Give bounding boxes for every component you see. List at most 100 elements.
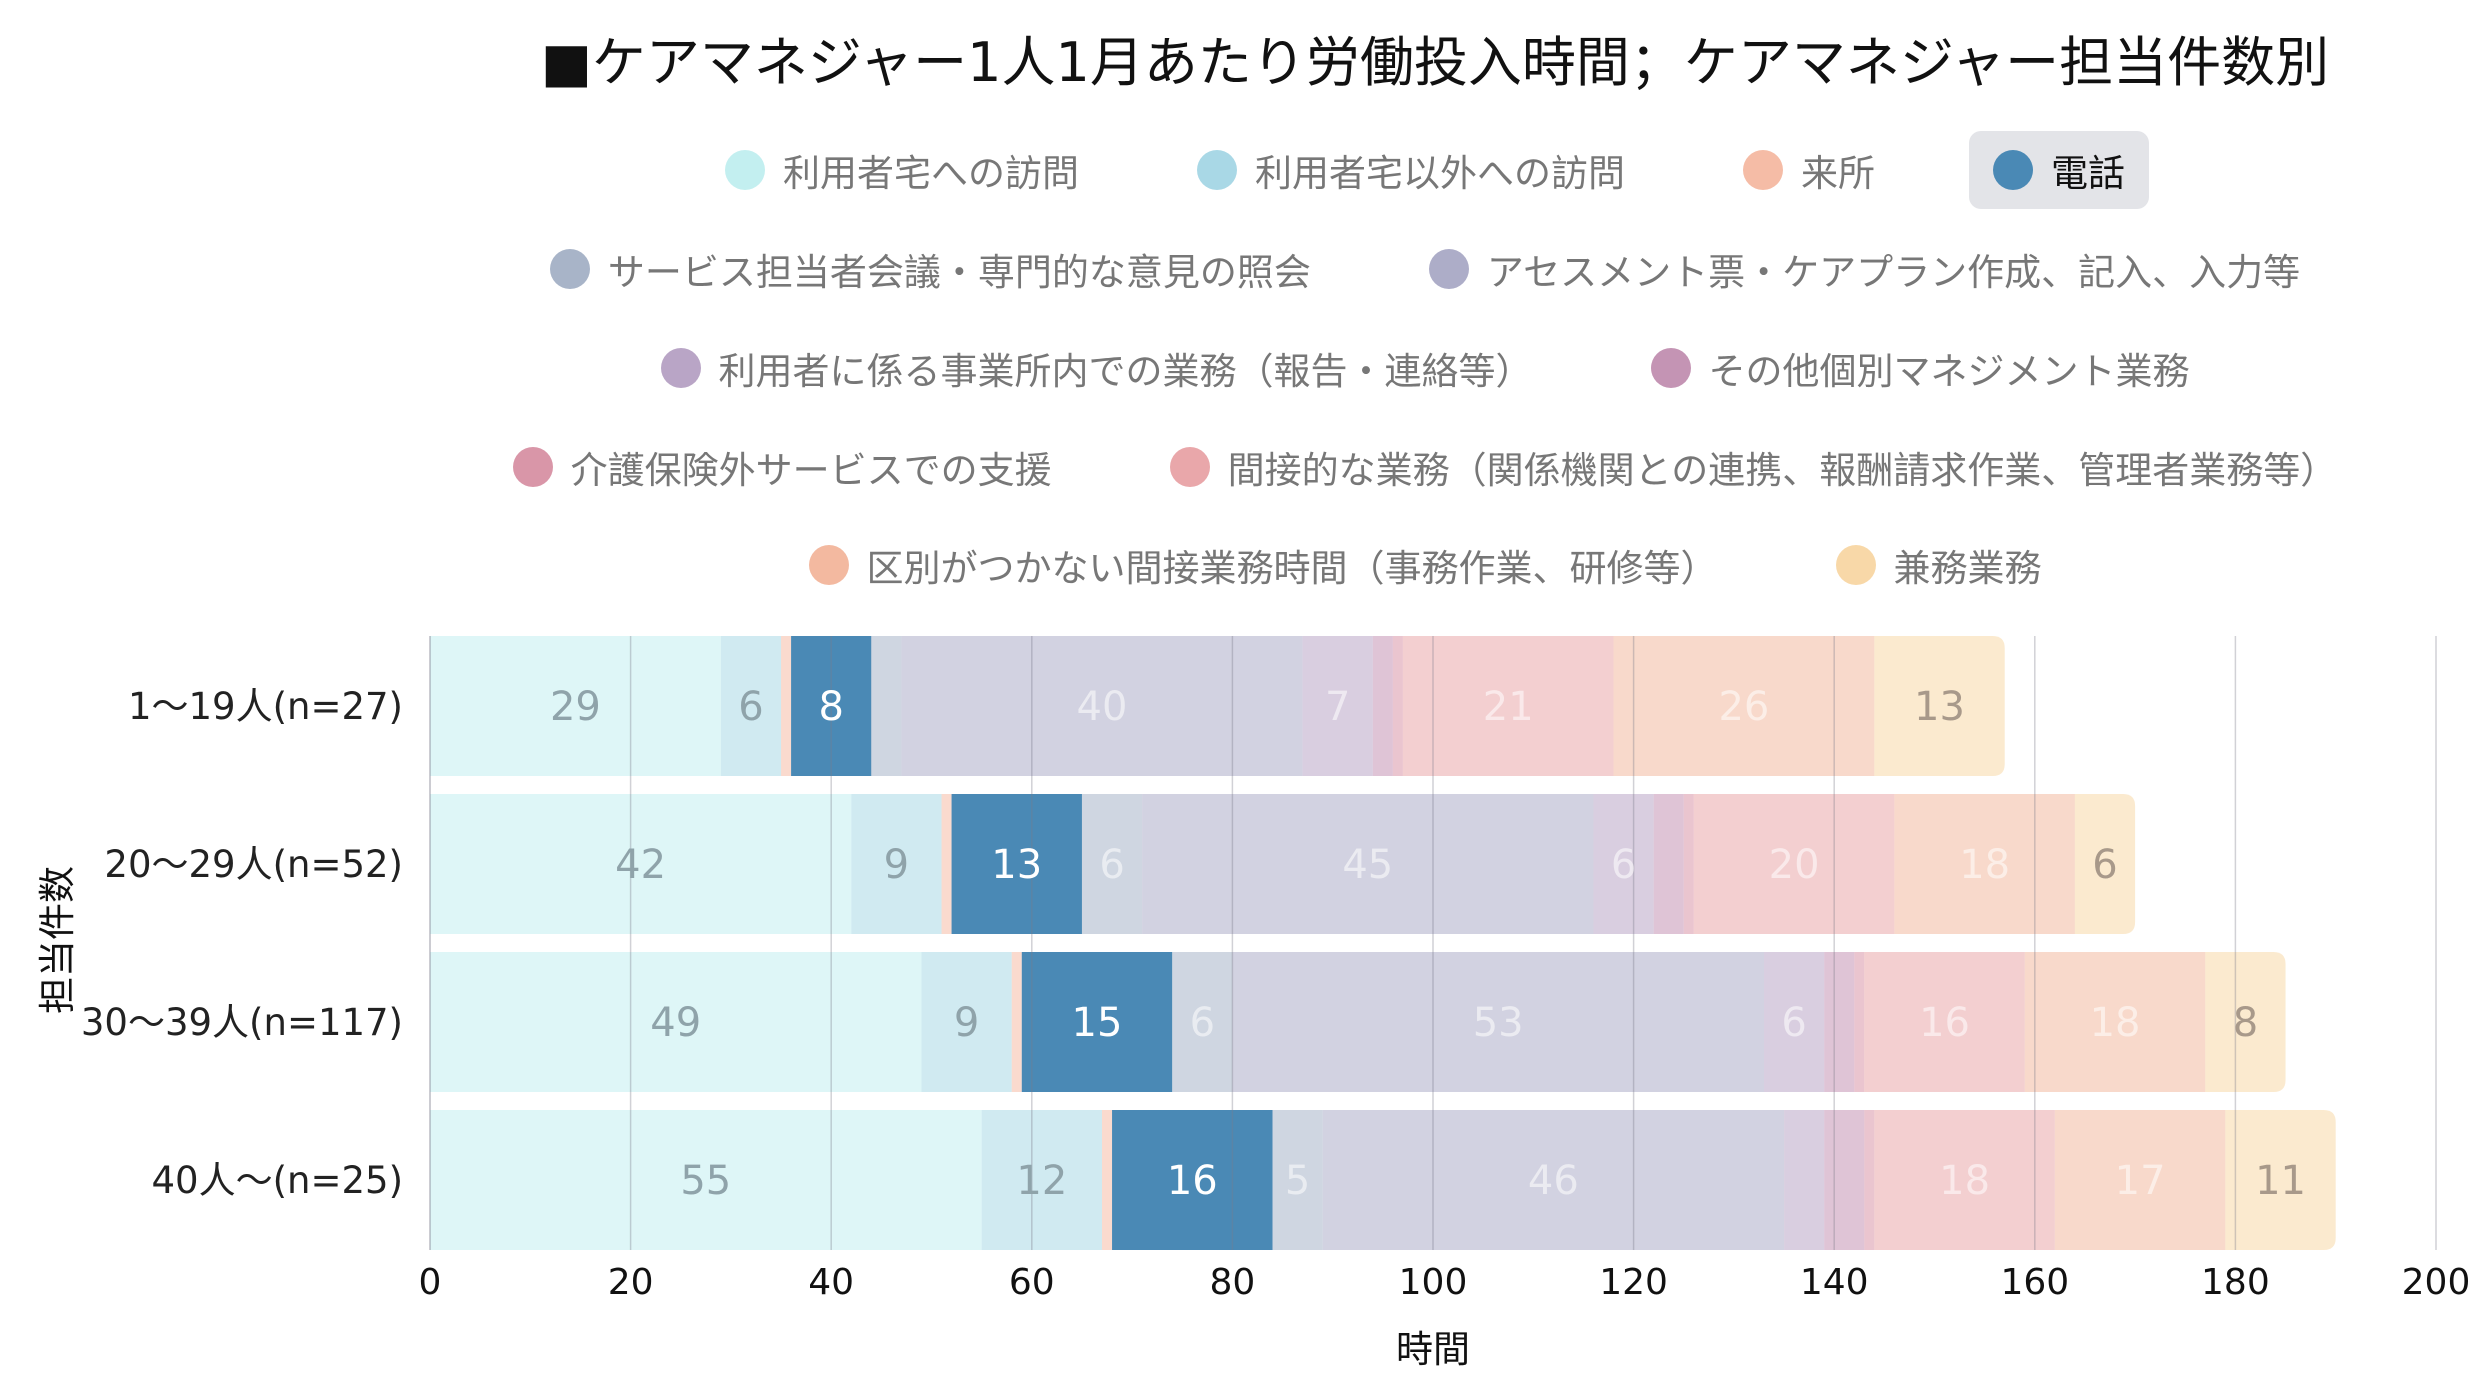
bar-segment[interactable]: [1894, 794, 2075, 934]
legend-item[interactable]: その他個別マネジメント業務: [1627, 329, 2214, 407]
data-label: 46: [1528, 1158, 1579, 1204]
x-tick-label: 140: [1800, 1262, 1869, 1303]
bar-segment[interactable]: [430, 1110, 982, 1250]
data-label: 13: [991, 842, 1042, 888]
legend-item[interactable]: 区別がつかない間接業務時間（事務作業、研修等）: [785, 526, 1742, 604]
data-label: 18: [1959, 842, 2010, 888]
bar-segment[interactable]: [1613, 636, 1875, 776]
bar-segment[interactable]: [1011, 952, 1022, 1092]
bar-segment[interactable]: [1142, 794, 1594, 934]
legend-row: 区別がつかない間接業務時間（事務作業、研修等） 兼務業務: [425, 526, 2425, 604]
data-label: 16: [1919, 1000, 1970, 1046]
legend-item[interactable]: 電話: [1969, 131, 2149, 209]
legend-label: 利用者宅以外への訪問: [1255, 152, 1625, 195]
bar-segment[interactable]: [1081, 794, 1143, 934]
legend-marker-icon: [549, 249, 590, 289]
x-tick-label: 40: [808, 1262, 854, 1303]
legend-item[interactable]: 間接的な業務（関係機関との連携、報酬請求作業、管理者業務等）: [1146, 428, 2362, 506]
data-label: 6: [1099, 842, 1124, 888]
bar-segment[interactable]: [1302, 636, 1373, 776]
bar-segment[interactable]: [1683, 794, 1694, 934]
x-tick-label: 0: [419, 1262, 442, 1303]
category-label: 30〜39人(n=117): [81, 1001, 403, 1044]
x-tick-label: 100: [1399, 1262, 1468, 1303]
legend-label: 電話: [2051, 152, 2125, 195]
legend-marker-icon: [1428, 249, 1469, 289]
legend-item[interactable]: サービス担当者会議・専門的な意見の照会: [526, 230, 1335, 308]
bar-segment[interactable]: [1874, 636, 2005, 776]
bar-segment[interactable]: [1102, 1110, 1113, 1250]
bar-segment[interactable]: [1372, 636, 1393, 776]
bar-segment[interactable]: [1784, 1110, 1825, 1250]
legend-item[interactable]: 利用者に係る事業所内での業務（報告・連絡等）: [637, 329, 1557, 407]
bar-segment[interactable]: [921, 952, 1012, 1092]
bar-segment[interactable]: [1824, 952, 1855, 1092]
bar-segment[interactable]: [1172, 952, 1233, 1092]
legend-item[interactable]: 介護保険外サービスでの支援: [489, 428, 1076, 506]
bar-segment[interactable]: [1593, 794, 1654, 934]
bar-segment[interactable]: [1763, 952, 1825, 1092]
bar-segment[interactable]: [851, 794, 942, 934]
legend-marker-icon: [512, 447, 553, 487]
legend-item[interactable]: 来所: [1719, 131, 1899, 209]
bar-segment[interactable]: [1874, 1110, 2055, 1250]
legend-marker-icon: [660, 348, 701, 388]
legend-marker-icon: [1169, 447, 1210, 487]
bar-segment[interactable]: [981, 1110, 1103, 1250]
legend-item[interactable]: アセスメント票・ケアプラン作成、記入、入力等: [1405, 230, 2324, 308]
data-label: 6: [1190, 1000, 1215, 1046]
bar-segment[interactable]: [1402, 636, 1614, 776]
data-label: 6: [2092, 842, 2117, 888]
data-label: 55: [680, 1158, 731, 1204]
bar-segment[interactable]: [2074, 794, 2136, 934]
bar-segment[interactable]: [1864, 952, 2025, 1092]
bar-segment[interactable]: [430, 952, 922, 1092]
bar-segment[interactable]: [791, 636, 872, 776]
legend-item[interactable]: 兼務業務: [1812, 526, 2066, 604]
data-label: 18: [1939, 1158, 1990, 1204]
data-label: 49: [650, 1000, 701, 1046]
bar-segment[interactable]: [781, 636, 792, 776]
data-label: 6: [1781, 1000, 1806, 1046]
x-tick-label: 80: [1209, 1262, 1255, 1303]
chart-title: ■ケアマネジャー1人1月あたり労働投入時間；ケアマネジャー担当件数別: [540, 31, 2330, 94]
legend-marker-icon: [1197, 150, 1237, 190]
bar-segment[interactable]: [941, 794, 952, 934]
data-label: 29: [550, 684, 601, 730]
legend-item[interactable]: 利用者宅への訪問: [701, 131, 1103, 209]
bar-segment[interactable]: [951, 794, 1082, 934]
data-label: 42: [615, 842, 666, 888]
bar-segment[interactable]: [871, 636, 902, 776]
bar-segment[interactable]: [1322, 1110, 1785, 1250]
bar-segment[interactable]: [1272, 1110, 1323, 1250]
bar-segment[interactable]: [720, 636, 782, 776]
bar-segment[interactable]: [2225, 1110, 2336, 1250]
x-tick-label: 120: [1599, 1262, 1668, 1303]
bar-segment[interactable]: [1392, 636, 1403, 776]
bar-segment[interactable]: [430, 636, 721, 776]
data-label: 26: [1718, 684, 1769, 730]
legend-label: 介護保険外サービスでの支援: [570, 449, 1052, 492]
legend-marker-icon: [1743, 150, 1783, 190]
legend-item[interactable]: 利用者宅以外への訪問: [1173, 131, 1649, 209]
y-axis-label: 担当件数: [36, 866, 79, 1014]
bar-segment[interactable]: [430, 794, 852, 934]
bar-segment[interactable]: [2024, 952, 2206, 1092]
data-label: 53: [1473, 1000, 1524, 1046]
bar-segment[interactable]: [1693, 794, 1895, 934]
bar-segment[interactable]: [1232, 952, 1764, 1092]
data-label: 16: [1167, 1158, 1218, 1204]
data-label: 6: [1611, 842, 1636, 888]
bar-segment[interactable]: [1653, 794, 1684, 934]
bar-segment[interactable]: [1854, 952, 1865, 1092]
bar-segment[interactable]: [2205, 952, 2286, 1092]
bar-segment[interactable]: [2054, 1110, 2226, 1250]
legend-marker-icon: [808, 545, 849, 585]
bar-segment[interactable]: [1021, 952, 1173, 1092]
bar-segment[interactable]: [901, 636, 1303, 776]
bar-segment[interactable]: [1824, 1110, 1865, 1250]
bar-segment[interactable]: [1864, 1110, 1875, 1250]
bar-segment[interactable]: [1112, 1110, 1273, 1250]
x-tick-label: 160: [2000, 1262, 2069, 1303]
